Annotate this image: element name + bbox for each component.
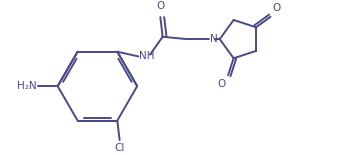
Text: O: O: [217, 79, 225, 89]
Text: N: N: [210, 34, 218, 44]
Text: O: O: [272, 3, 281, 13]
Text: NH: NH: [139, 51, 154, 61]
Text: Cl: Cl: [115, 143, 125, 153]
Text: H₂N: H₂N: [17, 81, 36, 91]
Text: O: O: [156, 1, 164, 11]
